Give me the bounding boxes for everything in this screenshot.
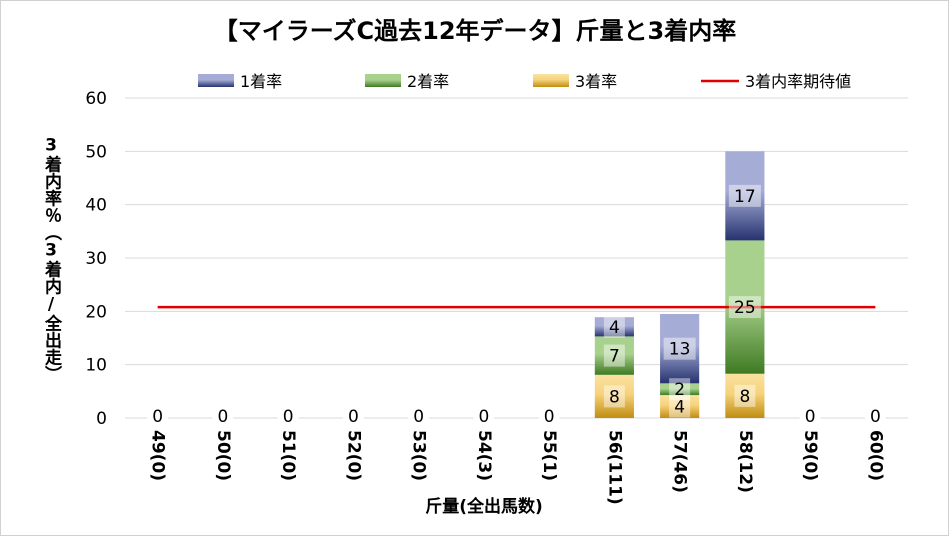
x-axis-title: 斤量(全出馬数) [425, 496, 543, 517]
data-label-bg [603, 315, 625, 338]
chart-title: 【マイラーズC過去12年データ】斤量と3着内率 [214, 17, 737, 45]
category-label-5: 54(3) [474, 430, 494, 481]
x-axis-categories: 49(0) 50(0) 51(0) 52(0) 53(0) 54(3) 55(1) 56(11… [148, 430, 886, 505]
data-label-bg [728, 184, 761, 207]
data-label-bg [147, 405, 169, 427]
data-label-s2-9: 25 [734, 298, 756, 318]
legend-swatch-s1 [198, 74, 234, 87]
category-label-2: 51(0) [278, 430, 298, 481]
bar-segment-s3-9 [725, 373, 765, 418]
legend-label-s3: 3着率 [575, 72, 617, 91]
legend: 1着率 2着率 3着率 3着内率期待値 [198, 72, 851, 91]
category-label-10: 59(0) [800, 430, 820, 481]
legend-swatch-s2 [365, 74, 401, 87]
category-label-9: 58(12) [735, 430, 755, 493]
data-label-bg [538, 405, 560, 427]
legend-label-ref: 3着内率期待値 [745, 72, 851, 91]
data-label-s1-9: 17 [734, 187, 756, 207]
data-label-bg [342, 405, 364, 427]
gridlines [125, 97, 908, 419]
data-label-s1-8: 13 [669, 340, 691, 360]
data-label-bg [669, 378, 691, 401]
data-label-bg [212, 405, 234, 427]
y-tick-label: 50 [85, 142, 107, 162]
data-label-s2-8: 2 [674, 380, 685, 400]
data-label-s3-5: 0 [478, 407, 489, 427]
data-label-s3-2: 0 [283, 407, 294, 427]
legend-label-s2: 2着率 [407, 72, 449, 91]
legend-swatch-s3 [533, 74, 569, 87]
category-label-8: 57(46) [670, 430, 690, 493]
data-label-bg [663, 337, 696, 360]
bar-segment-s2-7 [594, 336, 634, 375]
y-axis-title: 3着内率％（3着内/全出走） [41, 136, 63, 383]
legend-label-s1: 1着率 [240, 72, 282, 91]
data-label-bg [603, 385, 625, 408]
data-label-s3-4: 0 [413, 407, 424, 427]
y-tick-label: 0 [96, 409, 107, 429]
data-label-bg [277, 405, 299, 427]
data-label-bg [473, 405, 495, 427]
data-label-bg [734, 384, 756, 407]
data-label-s3-1: 0 [217, 407, 228, 427]
category-label-1: 50(0) [213, 430, 233, 481]
category-label-11: 60(0) [865, 430, 885, 481]
y-axis-ticks: 0 10 20 30 40 50 60 [85, 89, 107, 429]
data-label-s2-7: 7 [609, 347, 620, 367]
data-label-bg [799, 405, 821, 427]
data-label-bg [669, 395, 691, 418]
y-tick-label: 30 [85, 249, 107, 269]
data-label-s3-3: 0 [348, 407, 359, 427]
bar-segment-s1-7 [594, 317, 634, 337]
category-label-4: 53(0) [409, 430, 429, 481]
bar-segment-s3-8 [660, 395, 700, 418]
data-label-bg [728, 296, 761, 319]
category-label-0: 49(0) [148, 430, 168, 481]
data-label-s3-11: 0 [870, 407, 881, 427]
data-label-s3-0: 0 [152, 407, 163, 427]
category-label-7: 56(111) [604, 430, 624, 505]
bar-segment-s1-8 [660, 314, 700, 384]
data-label-bg [864, 405, 886, 427]
data-label-s3-7: 8 [609, 387, 620, 407]
category-label-3: 52(0) [343, 430, 363, 481]
y-tick-label: 60 [85, 89, 107, 109]
data-label-s1-7: 4 [609, 318, 620, 338]
data-label-bg [603, 344, 625, 367]
bar-segment-s1-9 [725, 151, 765, 241]
data-label-s3-6: 0 [544, 407, 555, 427]
category-label-6: 55(1) [539, 430, 559, 481]
data-label-s3-8: 4 [674, 398, 685, 418]
bar-segment-s3-7 [594, 374, 634, 418]
bar-segment-s2-8 [660, 383, 700, 396]
data-label-s3-9: 8 [739, 387, 750, 407]
data-label-s3-10: 0 [805, 407, 816, 427]
y-tick-label: 10 [85, 356, 107, 376]
y-tick-label: 20 [85, 302, 107, 322]
data-label-bg [408, 405, 430, 427]
y-tick-label: 40 [85, 196, 107, 216]
